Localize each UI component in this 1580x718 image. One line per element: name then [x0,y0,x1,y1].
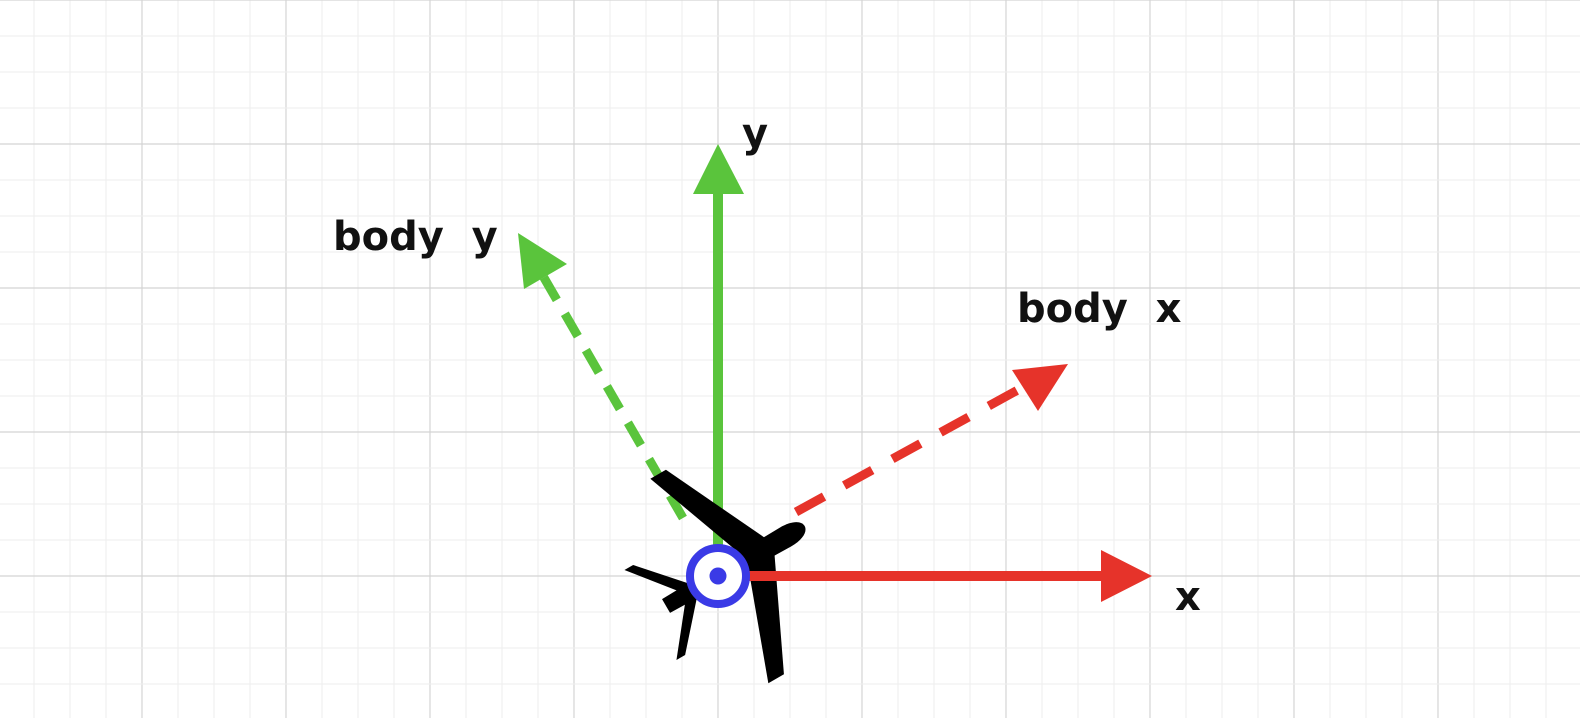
body-y-arrowhead [518,233,567,289]
world-x-axis [740,550,1152,602]
world-y-arrowhead [693,144,744,194]
world-y-label: y [742,111,768,157]
body-x-axis-line [793,382,1028,516]
world-x-label: x [1175,574,1201,620]
body-x-axis [793,364,1068,516]
world-x-arrowhead [1101,550,1152,602]
body-y-label: body y [333,214,498,260]
body-x-label: body x [1017,286,1182,332]
origin-marker-icon [686,544,750,608]
body-x-arrowhead [1012,364,1068,411]
